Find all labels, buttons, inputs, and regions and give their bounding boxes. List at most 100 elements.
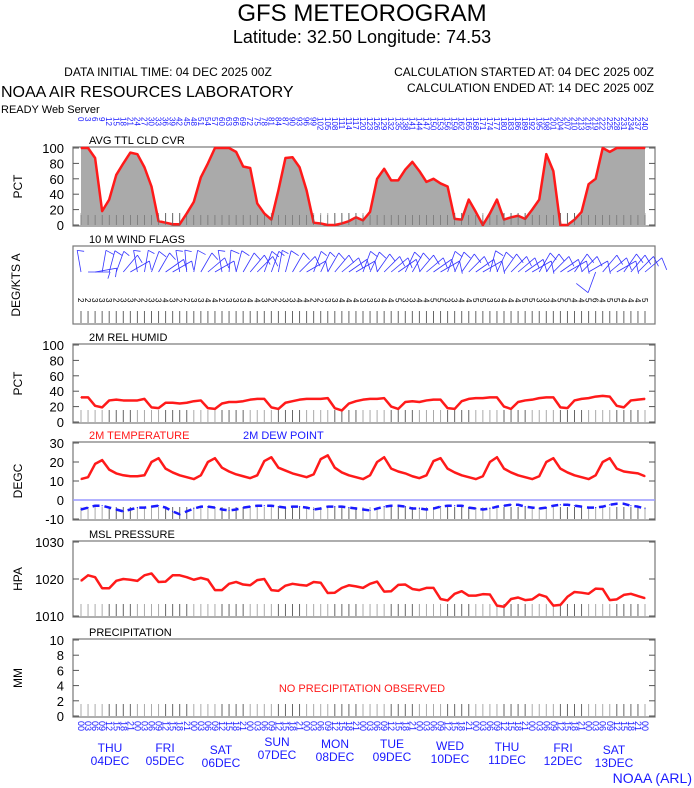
wind-barb-staff — [263, 251, 273, 273]
wind-speed-label: 4 — [598, 298, 607, 303]
pressure-line-point — [172, 574, 174, 576]
temperature-line-point — [496, 456, 498, 458]
y-tick-label: 60 — [50, 172, 64, 187]
panel-title: 2M TEMPERATURE — [89, 430, 189, 442]
dew-point-line-point — [588, 507, 590, 509]
time-label: 06 — [316, 721, 326, 731]
cloud-cover-line-point — [383, 168, 385, 170]
rel-humid-line-point — [313, 398, 315, 400]
pressure-line-point — [397, 584, 399, 586]
wind-speed-label: 2 — [132, 298, 141, 303]
dew-point-line-point — [249, 506, 251, 508]
time-label: 06 — [147, 721, 157, 731]
dew-point-line-point — [390, 505, 392, 507]
dew-point-line-point — [425, 508, 428, 511]
pressure-line-point — [327, 592, 329, 594]
dew-point-line-point — [136, 507, 138, 509]
dew-point-line-point — [573, 505, 576, 507]
wind-speed-label: 4 — [245, 298, 254, 303]
time-label: 18 — [457, 721, 467, 731]
dew-point-line-point — [242, 507, 244, 509]
rel-humid-line-point — [397, 408, 399, 410]
date-label: 13DEC — [595, 756, 634, 770]
rel-humid-line-point — [468, 398, 470, 400]
dew-point-line-point — [461, 505, 463, 507]
credit: NOAA (ARL) — [613, 770, 692, 786]
day-label: SUN — [264, 735, 289, 749]
forecast-hour-label: 126 — [372, 117, 381, 131]
y-tick-label: -10 — [45, 512, 64, 527]
dew-point-line-point — [256, 505, 258, 507]
calc-started: CALCULATION STARTED AT: 04 DEC 2025 00Z — [394, 65, 654, 79]
pressure-line-point — [383, 590, 385, 593]
wind-barb-staff — [398, 259, 417, 273]
temperature-line-point — [115, 472, 117, 474]
pressure-line-point — [263, 578, 265, 580]
rel-humid-line-point — [256, 398, 258, 400]
wind-speed-label: 2 — [217, 298, 226, 303]
wind-barb-flag — [451, 259, 456, 272]
temperature-line-point — [369, 474, 371, 476]
time-label: 09 — [379, 721, 389, 731]
temperature-line-point — [644, 475, 646, 477]
chart-title: GFS METEOROGRAM — [237, 0, 486, 27]
temperature-line — [80, 454, 646, 481]
wind-barb-flag — [253, 252, 261, 260]
wind-speed-label: 5 — [527, 298, 536, 303]
wind-barb-flag — [423, 252, 430, 260]
pressure-line-point — [200, 577, 202, 579]
time-label: 03 — [534, 721, 544, 731]
temperature-line-point — [411, 475, 413, 477]
pressure-line-point — [475, 595, 477, 597]
wind-speed-label: 5 — [393, 298, 402, 303]
wind-barb-staff — [376, 253, 391, 273]
rel-humid-line-point — [475, 397, 477, 399]
wind-barb-flag — [433, 254, 440, 265]
rel-humid-line-point — [150, 406, 153, 408]
dew-point-line-point — [559, 504, 562, 506]
date-label: 12DEC — [544, 754, 583, 768]
pressure-line-point — [588, 593, 590, 595]
time-label: 21 — [577, 721, 587, 731]
time-label: 21 — [182, 721, 192, 731]
wind-barb-staff — [496, 251, 507, 273]
pressure-line-point — [165, 580, 167, 583]
temperature-line-point — [165, 468, 167, 470]
time-label: 09 — [323, 721, 333, 731]
date-label: 06DEC — [202, 756, 241, 770]
temperature-line-point — [150, 461, 153, 463]
forecast-hour-label: 168 — [471, 117, 480, 131]
cloud-cover-line-point — [263, 212, 265, 215]
wind-speed-label: 3 — [443, 298, 452, 303]
time-label: 15 — [224, 721, 234, 731]
rel-humid-line-point — [334, 407, 336, 409]
dew-point-line-point — [94, 505, 96, 507]
rel-humid-line-point — [390, 406, 392, 408]
wind-speed-label: 3 — [323, 298, 332, 303]
wind-speed-label: 4 — [506, 298, 515, 303]
temperature-line-point — [588, 478, 590, 480]
cloud-cover-line-point — [425, 181, 428, 183]
panel-title: 2M REL HUMID — [89, 332, 167, 344]
forecast-hour-label: 15 — [111, 117, 120, 126]
cloud-cover-line-point — [580, 211, 583, 213]
wind-speed-label: 3 — [97, 298, 106, 303]
dew-point-line-point — [87, 507, 89, 509]
wind-barb-staff — [475, 259, 495, 273]
rel-humid-line-point — [496, 396, 498, 398]
rel-humid-line-point — [341, 409, 343, 412]
wind-barb-flag — [358, 257, 364, 269]
day-label: WED — [436, 739, 464, 753]
wind-speed-label: 4 — [633, 298, 642, 303]
wind-speed-label: 4 — [252, 298, 261, 303]
day-label: TUE — [380, 737, 404, 751]
rel-humid-line-point — [242, 400, 244, 402]
temperature-line-point — [186, 476, 188, 478]
wind-speed-label: 4 — [626, 298, 635, 303]
time-label: 06 — [429, 721, 439, 731]
wind-barb-flag — [578, 259, 583, 272]
pressure-line-point — [249, 584, 251, 586]
wind-speed-label: 4 — [421, 298, 430, 303]
cloud-cover-line-point — [390, 179, 392, 181]
wind-barb-staff — [175, 250, 181, 273]
